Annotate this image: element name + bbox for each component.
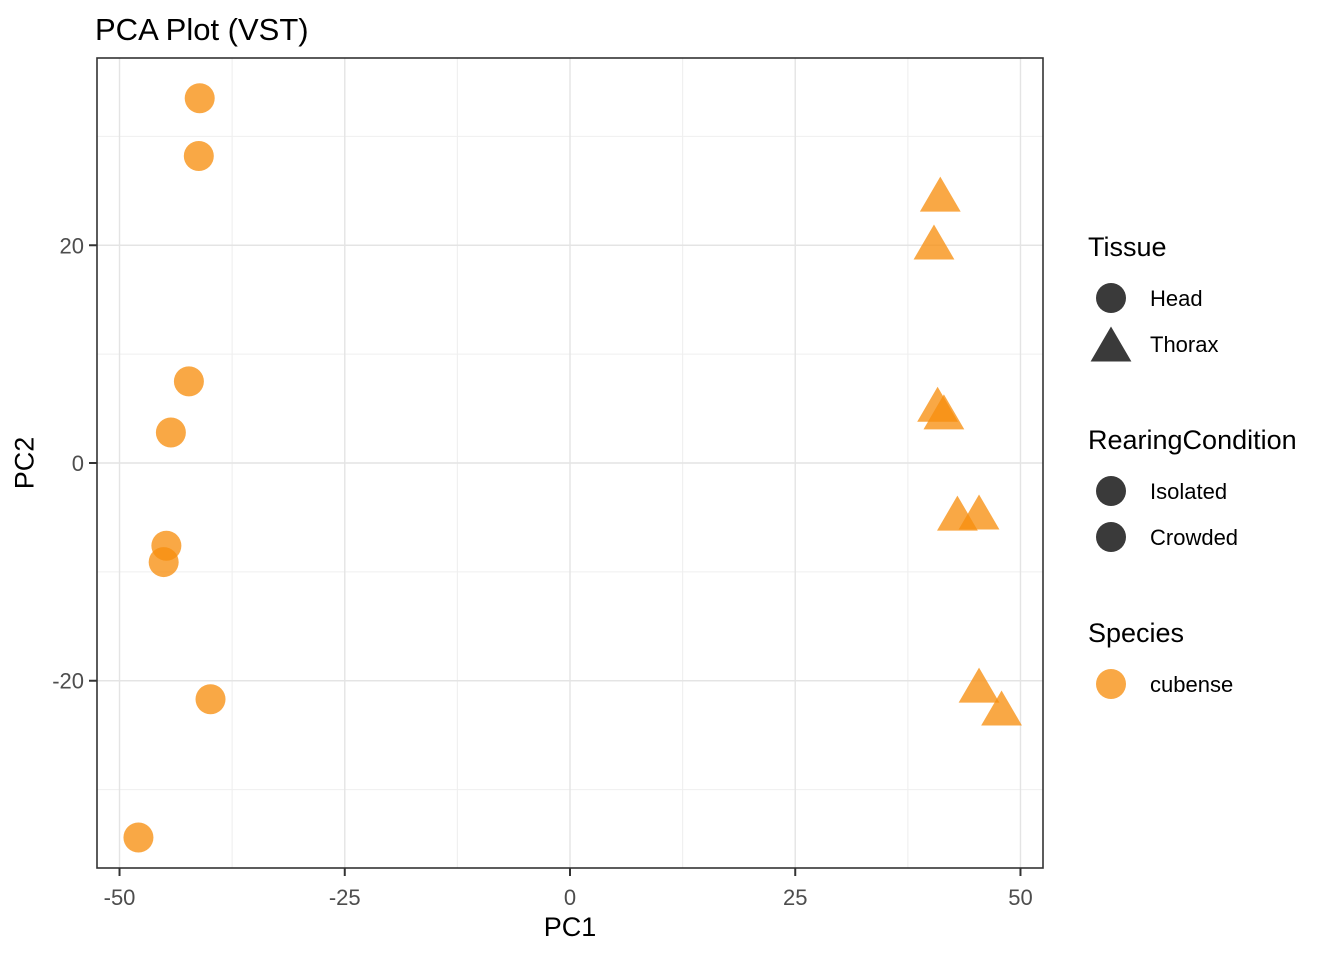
data-point-thorax[interactable] (958, 494, 1000, 530)
circle-glyph (1096, 476, 1126, 506)
x-axis-title: PC1 (543, 912, 597, 942)
data-point-head[interactable] (183, 140, 214, 171)
data-point-head[interactable] (184, 83, 215, 114)
legend-label-crowded: Crowded (1150, 525, 1239, 550)
y-tick-label: 20 (60, 233, 84, 258)
data-point-thorax[interactable] (913, 224, 955, 260)
legend-label-head: Head (1150, 286, 1203, 311)
data-point-head[interactable] (195, 684, 226, 715)
circle-key-icon (1096, 283, 1126, 313)
circle-key-icon (1096, 669, 1126, 699)
legend-title-rearingcondition: RearingCondition (1088, 425, 1297, 455)
data-point-head[interactable] (148, 547, 179, 578)
circle-glyph (1096, 669, 1126, 699)
plot-title: PCA Plot (VST) (95, 12, 309, 47)
data-point-thorax[interactable] (981, 690, 1022, 726)
circle-key-icon (1096, 522, 1126, 552)
x-tick-label: -50 (104, 885, 136, 910)
data-point-head[interactable] (155, 417, 186, 448)
triangle-key-icon (1090, 326, 1132, 362)
data-point-thorax[interactable] (923, 394, 965, 430)
legend-title-species: Species (1088, 618, 1185, 648)
x-tick-label: 25 (783, 885, 807, 910)
y-axis-title: PC2 (9, 436, 40, 490)
legend-label-thorax: Thorax (1150, 332, 1219, 357)
triangle-glyph (1090, 326, 1132, 362)
data-point-thorax[interactable] (958, 667, 1000, 703)
data-point-head[interactable] (173, 366, 204, 397)
legend-label-isolated: Isolated (1150, 479, 1228, 504)
x-tick-label: 50 (1008, 885, 1032, 910)
circle-glyph (1096, 283, 1126, 313)
y-tick-label: -20 (52, 669, 84, 694)
circle-glyph (1096, 522, 1126, 552)
data-point-head[interactable] (123, 822, 154, 853)
legend-label-cubense: cubense (1150, 672, 1234, 697)
circle-key-icon (1096, 476, 1126, 506)
x-tick-label: 0 (564, 885, 576, 910)
legend-title-tissue: Tissue (1088, 232, 1167, 262)
data-point-thorax[interactable] (919, 176, 961, 212)
y-tick-label: 0 (72, 451, 84, 476)
x-tick-label: -25 (329, 885, 361, 910)
